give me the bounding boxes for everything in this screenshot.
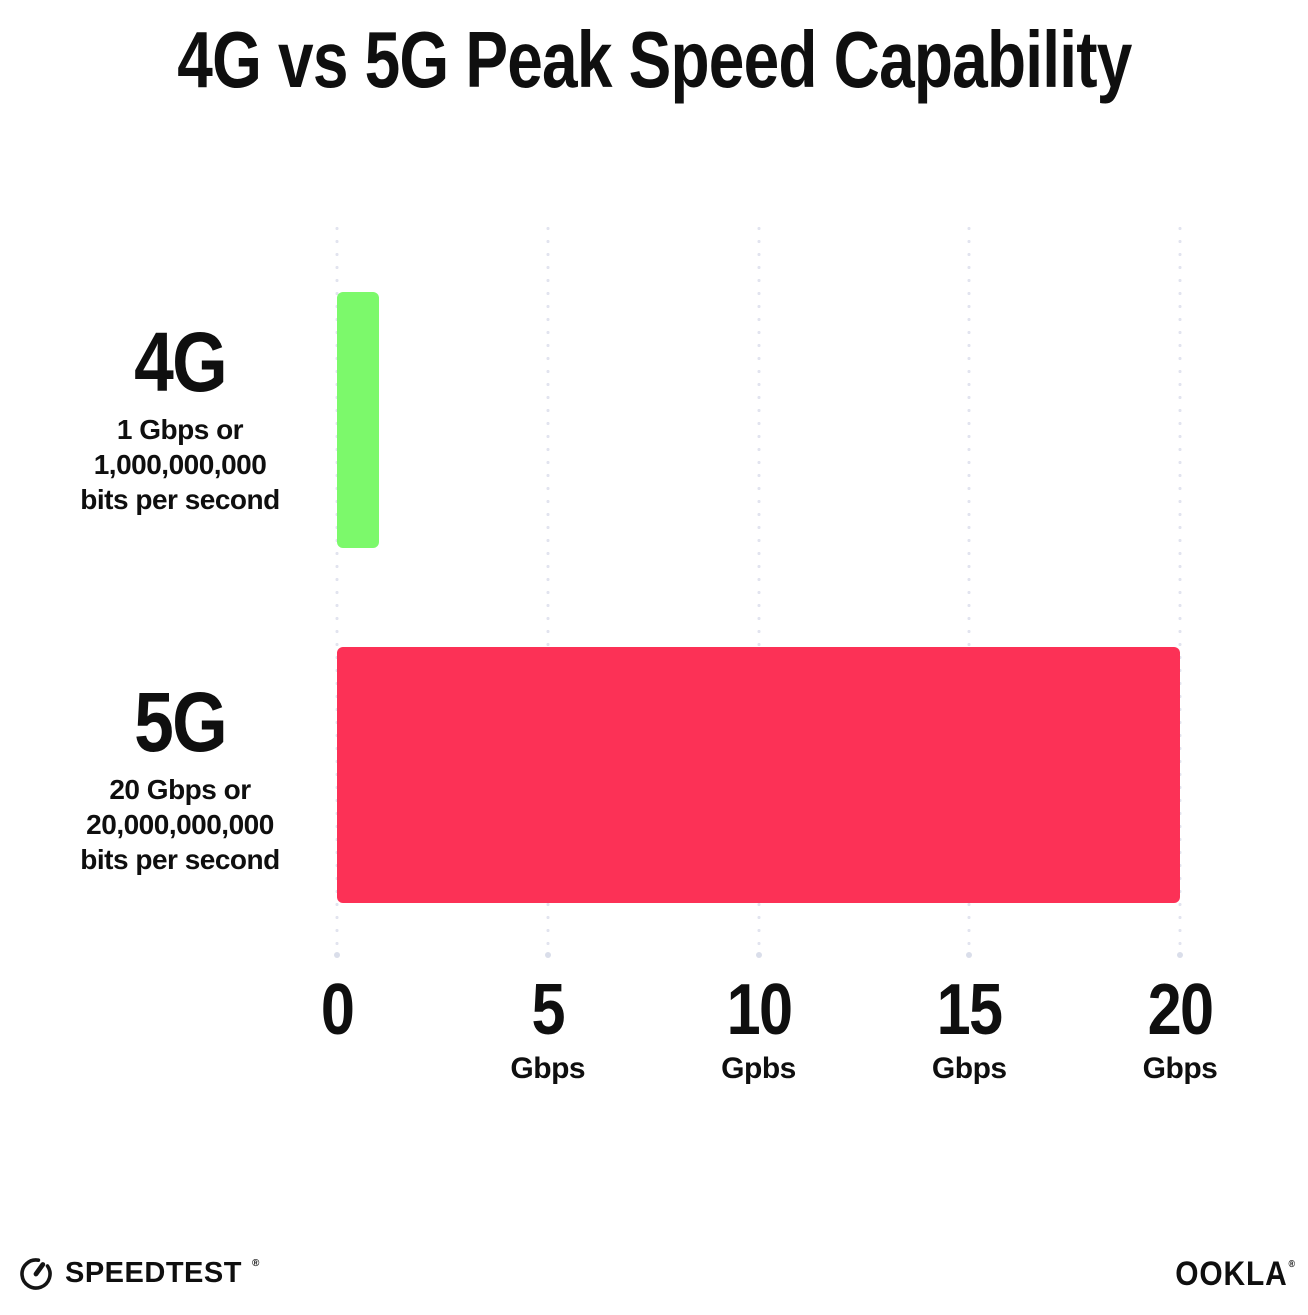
x-tick-10-number-text: 10 bbox=[726, 970, 792, 1050]
x-tick-5-unit: Gbps bbox=[510, 1052, 586, 1085]
x-tick-15-number-text: 15 bbox=[936, 970, 1003, 1050]
x-tick-20-number: 20 bbox=[1142, 970, 1218, 1050]
x-tick-0: 0 bbox=[318, 970, 356, 1053]
x-axis: 0 5 Gbps 10 Gpbs 15 Gbps 20 Gbps bbox=[321, 970, 1218, 1105]
row-label-4g-title: 4G bbox=[40, 318, 320, 406]
x-tick-10: 10 Gpbs bbox=[720, 970, 796, 1085]
gridline-15 bbox=[966, 222, 973, 958]
page-title: 4G vs 5G Peak Speed Capability bbox=[0, 18, 1308, 102]
bar-4g bbox=[337, 292, 380, 548]
bar-5g bbox=[337, 647, 1180, 903]
ookla-logo: OOKLA ® bbox=[1175, 1255, 1295, 1293]
row-label-4g-sub-line-3: bits per second bbox=[80, 484, 280, 515]
x-tick-20: 20 Gbps bbox=[1142, 970, 1218, 1085]
row-label-5g: 5G 20 Gbps or 20,000,000,000 bits per se… bbox=[40, 678, 320, 877]
x-tick-5-number-text: 5 bbox=[531, 970, 566, 1050]
x-tick-5: 5 Gbps bbox=[510, 970, 586, 1085]
ookla-wordmark: OOKLA bbox=[1175, 1255, 1288, 1293]
ookla-trademark: ® bbox=[1288, 1258, 1295, 1270]
row-label-5g-sub-line-2: 20,000,000,000 bbox=[86, 809, 274, 840]
x-tick-20-number-text: 20 bbox=[1147, 970, 1214, 1050]
x-tick-15-unit: Gbps bbox=[931, 1052, 1007, 1085]
row-label-4g-sub-line-1: 1 Gbps or bbox=[116, 414, 244, 445]
x-tick-15-number: 15 bbox=[931, 970, 1007, 1050]
speedtest-wordmark: SPEEDTEST bbox=[65, 1257, 242, 1289]
row-label-5g-subtitle: 20 Gbps or 20,000,000,000 bits per secon… bbox=[40, 772, 320, 877]
page-title-text: 4G vs 5G Peak Speed Capability bbox=[176, 15, 1132, 104]
x-tick-10-number: 10 bbox=[720, 970, 796, 1050]
speedtest-gauge-icon bbox=[16, 1253, 56, 1293]
gridline-0 bbox=[334, 222, 340, 958]
row-label-4g-sub-line-2: 1,000,000,000 bbox=[93, 449, 267, 480]
x-tick-0-number-text: 0 bbox=[320, 970, 355, 1050]
row-label-5g-sub-line-1: 20 Gbps or bbox=[109, 774, 251, 805]
row-label-4g-title-text: 4G bbox=[134, 315, 228, 409]
row-label-4g-subtitle: 1 Gbps or 1,000,000,000 bits per second bbox=[40, 412, 320, 517]
gridline-10 bbox=[755, 222, 762, 958]
row-label-5g-title: 5G bbox=[40, 678, 320, 766]
row-label-5g-title-text: 5G bbox=[134, 675, 228, 769]
gridline-5 bbox=[544, 222, 551, 958]
row-label-5g-sub-line-3: bits per second bbox=[80, 844, 280, 875]
x-tick-20-unit: Gbps bbox=[1142, 1052, 1218, 1085]
plot-area bbox=[334, 222, 1183, 958]
x-tick-5-number: 5 bbox=[510, 970, 585, 1050]
x-tick-10-unit: Gpbs bbox=[721, 1052, 796, 1085]
x-tick-0-number: 0 bbox=[318, 970, 356, 1050]
x-tick-15: 15 Gbps bbox=[931, 970, 1007, 1085]
row-label-4g: 4G 1 Gbps or 1,000,000,000 bits per seco… bbox=[40, 318, 320, 517]
speedtest-logo: SPEEDTEST ® bbox=[16, 1252, 260, 1294]
speedtest-trademark: ® bbox=[251, 1257, 260, 1269]
gridline-20 bbox=[1177, 222, 1183, 958]
